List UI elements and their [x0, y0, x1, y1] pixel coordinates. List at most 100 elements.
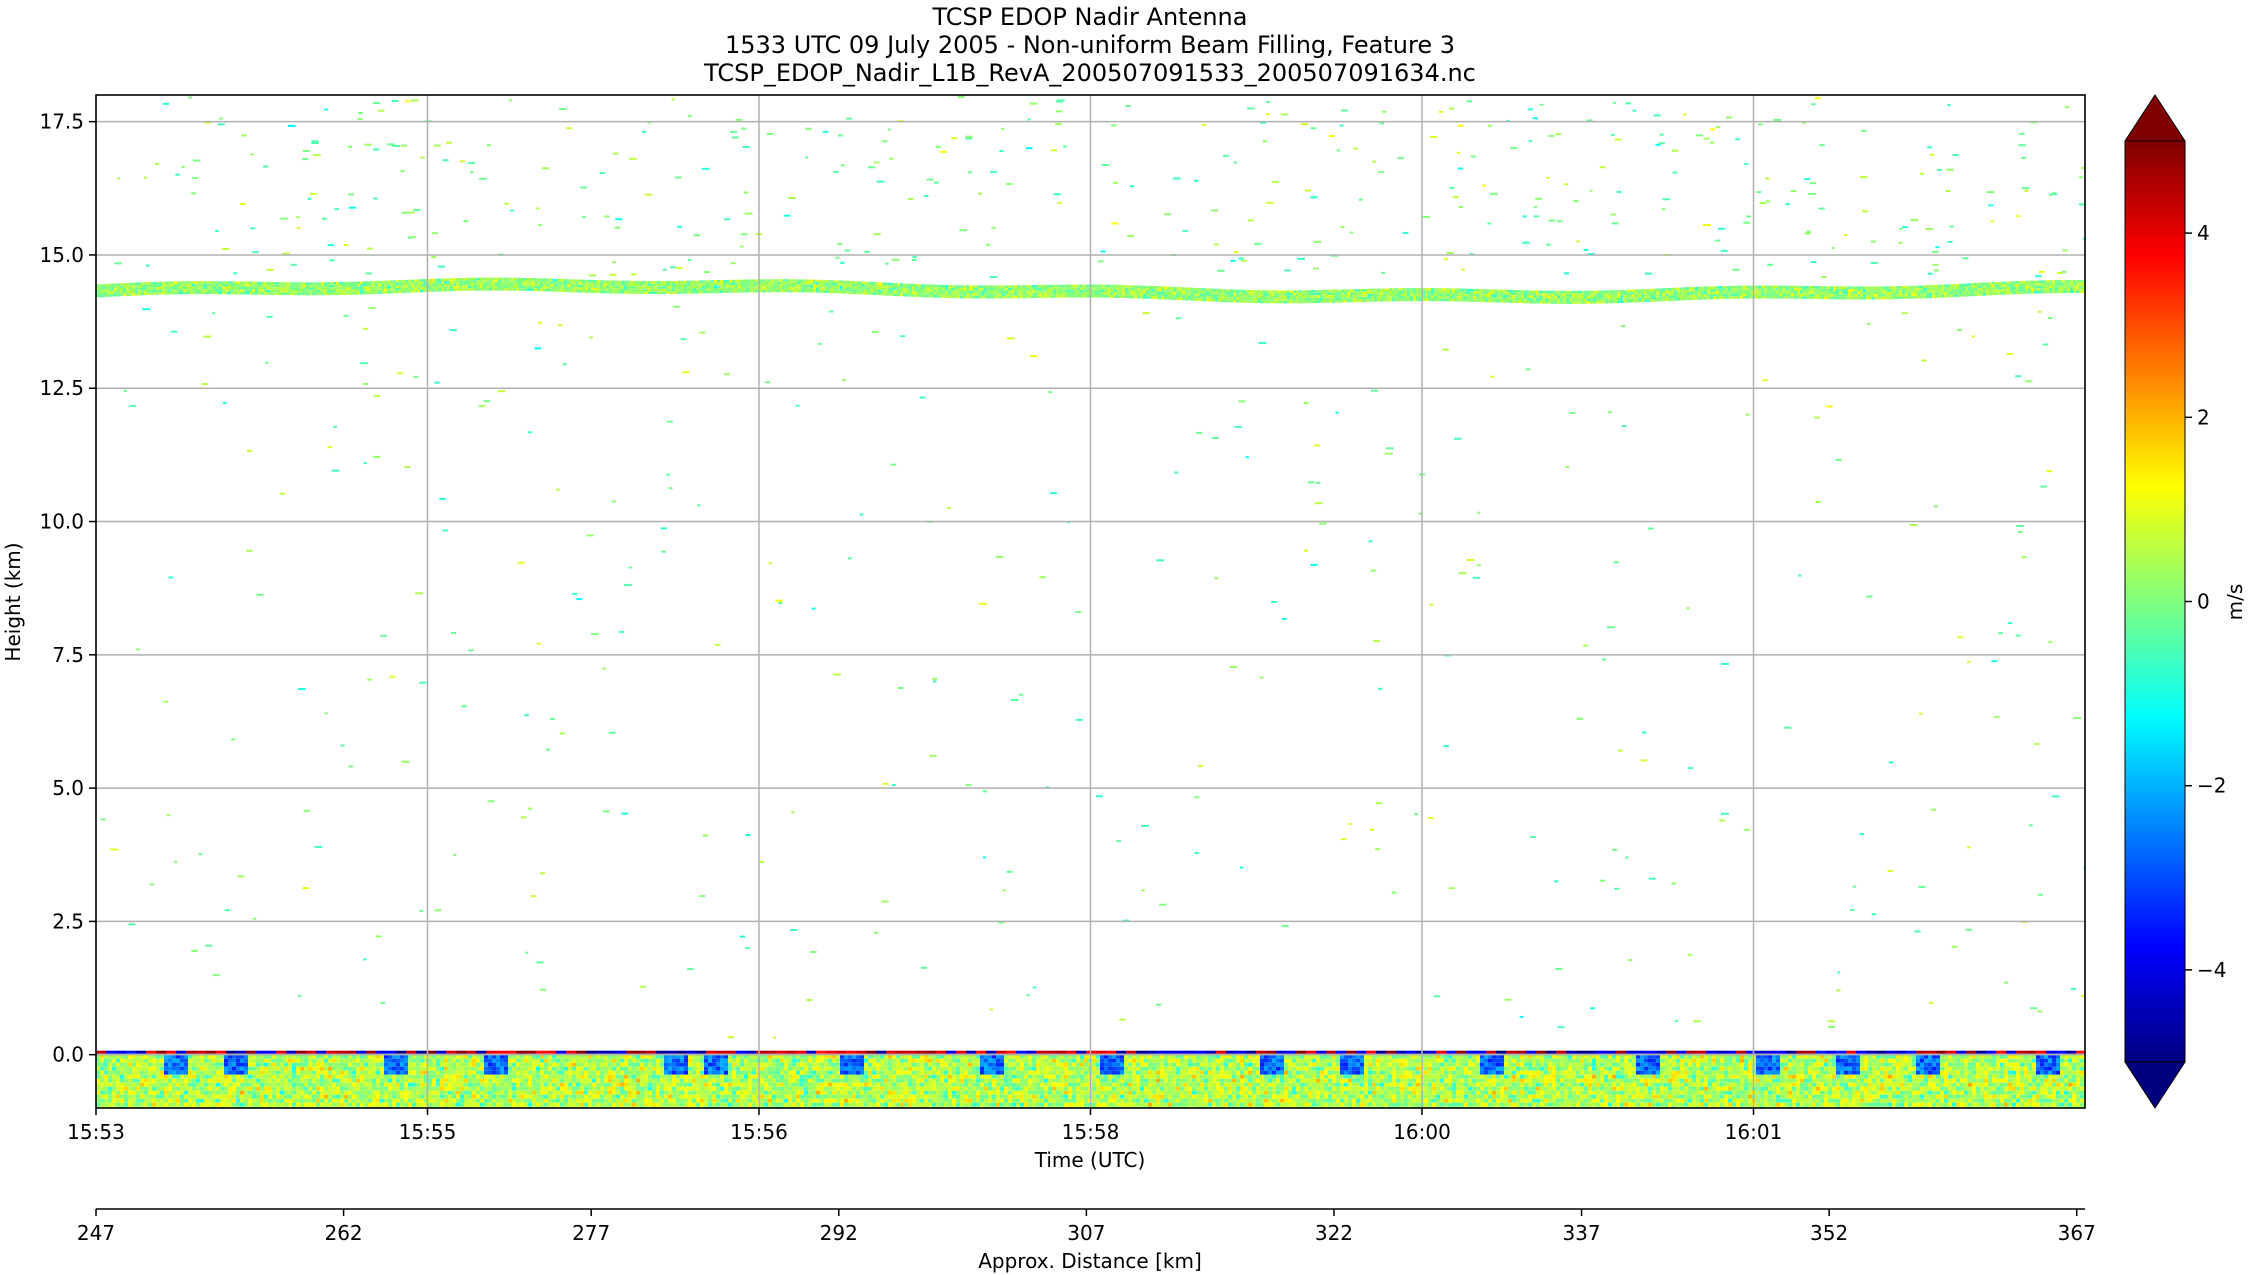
- data-cell: [508, 1086, 512, 1091]
- data-cell: [1248, 1082, 1252, 1087]
- data-cell: [328, 1078, 332, 1083]
- data-cell: [1376, 1058, 1380, 1063]
- data-cell: [1244, 1102, 1248, 1107]
- data-cell: [484, 1066, 488, 1071]
- data-cell: [1232, 1062, 1236, 1067]
- data-cell: [988, 1098, 992, 1103]
- data-cell: [792, 1098, 796, 1103]
- data-cell: [712, 1066, 716, 1071]
- data-cell: [460, 1090, 464, 1095]
- data-cell: [960, 1074, 964, 1079]
- data-cell: [452, 1098, 456, 1103]
- data-cell: [1456, 1066, 1460, 1071]
- data-cell: [1300, 1074, 1304, 1079]
- data-cell: [800, 1058, 804, 1063]
- data-cell: [124, 1070, 128, 1075]
- data-cell: [100, 1066, 104, 1071]
- data-cell: [964, 1098, 968, 1103]
- data-cell: [264, 1074, 268, 1079]
- data-cell: [1316, 1054, 1320, 1059]
- data-cell: [504, 1054, 508, 1059]
- data-cell: [1032, 1078, 1036, 1083]
- data-cell: [872, 1066, 876, 1071]
- data-cell: [308, 1102, 312, 1107]
- data-cell: [700, 1062, 704, 1067]
- data-cell: [156, 1070, 160, 1075]
- data-cell: [716, 1054, 720, 1059]
- data-cell: [1388, 1094, 1392, 1099]
- data-cell: [188, 1082, 192, 1087]
- data-cell: [428, 1066, 432, 1071]
- data-cell: [184, 1086, 188, 1091]
- data-cell: [624, 1054, 628, 1059]
- data-cell: [1348, 1086, 1352, 1091]
- data-cell: [1120, 1070, 1124, 1075]
- data-cell: [656, 1062, 660, 1067]
- data-cell: [460, 1086, 464, 1091]
- data-cell: [312, 1086, 316, 1091]
- data-cell: [1316, 1062, 1320, 1067]
- data-cell: [1068, 1066, 1072, 1071]
- data-cell: [100, 1058, 104, 1063]
- data-cell: [116, 1094, 120, 1099]
- data-cell: [100, 1090, 104, 1095]
- data-cell: [684, 1074, 688, 1079]
- data-cell: [1336, 1054, 1340, 1059]
- data-cell: [1316, 1086, 1320, 1091]
- data-cell: [1460, 1066, 1464, 1071]
- data-cell: [1180, 1094, 1184, 1099]
- data-cell: [1360, 1062, 1364, 1067]
- data-cell: [1320, 1062, 1324, 1067]
- data-cell: [956, 1066, 960, 1071]
- data-cell: [680, 1058, 684, 1063]
- data-cell: [1112, 1070, 1116, 1075]
- data-cell: [736, 1062, 740, 1067]
- data-cell: [1092, 1070, 1096, 1075]
- data-cell: [1492, 1090, 1496, 1095]
- data-cell: [604, 1070, 608, 1075]
- data-cell: [708, 1070, 712, 1075]
- data-cell: [812, 1090, 816, 1095]
- data-cell: [628, 1070, 632, 1075]
- data-cell: [316, 1098, 320, 1103]
- data-cell: [904, 1090, 908, 1095]
- data-cell: [1492, 1070, 1496, 1075]
- data-cell: [688, 1086, 692, 1091]
- data-cell: [480, 1082, 484, 1087]
- data-cell: [776, 1054, 780, 1059]
- data-cell: [1444, 1070, 1448, 1075]
- data-cell: [896, 1058, 900, 1063]
- data-cell: [404, 1078, 408, 1083]
- data-cell: [448, 1066, 452, 1071]
- data-cell: [472, 1054, 476, 1059]
- data-cell: [416, 1090, 420, 1095]
- data-cell: [1472, 1102, 1476, 1107]
- data-cell: [1220, 1058, 1224, 1063]
- data-cell: [1064, 1098, 1068, 1103]
- data-cell: [1188, 1082, 1192, 1087]
- data-cell: [768, 1074, 772, 1079]
- data-cell: [264, 1078, 268, 1083]
- data-cell: [276, 1090, 280, 1095]
- data-cell: [1376, 1054, 1380, 1059]
- data-cell: [916, 1066, 920, 1071]
- data-cell: [268, 1078, 272, 1083]
- data-cell: [1492, 1094, 1496, 1099]
- data-cell: [428, 1078, 432, 1083]
- data-cell: [888, 1086, 892, 1091]
- data-cell: [192, 1066, 196, 1071]
- data-cell: [972, 1058, 976, 1063]
- data-cell: [1400, 1058, 1404, 1063]
- data-cell: [1276, 1066, 1280, 1071]
- data-cell: [1184, 1078, 1188, 1083]
- data-cell: [320, 1086, 324, 1091]
- data-cell: [1248, 1086, 1252, 1091]
- data-cell: [744, 1098, 748, 1103]
- data-cell: [440, 1054, 444, 1059]
- data-cell: [592, 1066, 596, 1071]
- data-cell: [720, 1102, 724, 1107]
- data-cell: [480, 1094, 484, 1099]
- data-cell: [444, 1098, 448, 1103]
- data-cell: [1272, 1066, 1276, 1071]
- data-cell: [636, 1058, 640, 1063]
